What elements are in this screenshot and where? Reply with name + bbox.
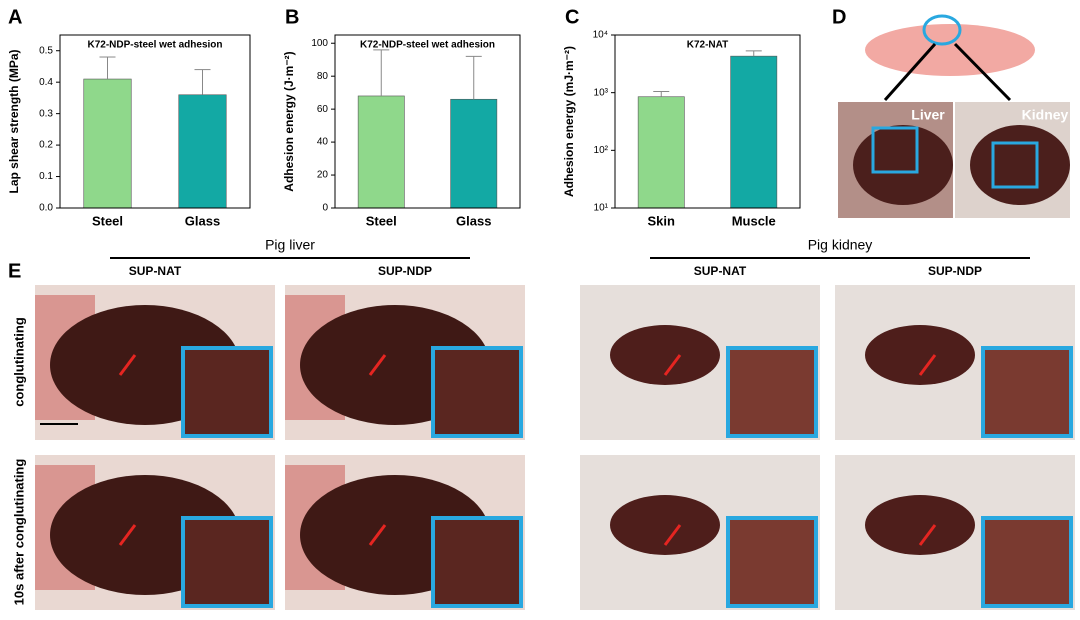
column-label: SUP-NDP — [928, 264, 982, 278]
y-tick-label: 10⁴ — [593, 30, 608, 41]
arrow — [918, 354, 937, 376]
group-title: Pig kidney — [808, 237, 873, 253]
panel-label: A — [8, 6, 22, 28]
plot-frame — [334, 34, 521, 209]
y-tick-label: 20 — [317, 170, 329, 181]
pig-highlight — [922, 14, 962, 46]
plot-frame — [59, 34, 251, 209]
error-bar — [194, 69, 211, 95]
row-label: 10s after conglutinating — [11, 459, 26, 606]
y-tick-label: 0 — [322, 203, 328, 214]
bar — [357, 95, 405, 209]
bar — [450, 98, 498, 209]
organ — [610, 325, 720, 385]
inset-box — [981, 346, 1073, 438]
arrow — [368, 354, 387, 376]
arrow — [663, 354, 682, 376]
organ-label: Liver — [911, 107, 945, 123]
arrow — [883, 43, 937, 101]
x-tick-label: Muscle — [732, 213, 776, 228]
inset-box — [431, 516, 523, 608]
x-tick-label: Glass — [185, 213, 220, 228]
inset-box — [871, 126, 919, 174]
y-tick-label: 10² — [594, 145, 609, 156]
chart-title: K72-NDP-steel wet adhesion — [87, 40, 222, 51]
y-tick-label: 0.5 — [39, 45, 53, 56]
arrow — [918, 524, 937, 546]
error-bar — [653, 90, 670, 97]
panel-label: D — [832, 6, 846, 28]
inset-box — [981, 516, 1073, 608]
y-tick-label: 10¹ — [594, 203, 609, 214]
x-tick-label: Glass — [456, 213, 491, 228]
inset-box — [181, 346, 273, 438]
organ — [610, 495, 720, 555]
y-tick-label: 0.0 — [39, 203, 53, 214]
plot-frame — [614, 34, 801, 209]
inset-box — [726, 346, 818, 438]
organ — [865, 325, 975, 385]
row-label: conglutinating — [11, 317, 26, 407]
error-bar — [99, 56, 116, 80]
chart-title: K72-NAT — [687, 40, 728, 51]
inset-box — [181, 516, 273, 608]
arrow — [953, 42, 1012, 102]
bar — [637, 96, 685, 209]
arrow — [118, 354, 137, 376]
y-tick-label: 100 — [311, 38, 328, 49]
inset-box — [991, 141, 1039, 189]
organ — [865, 495, 975, 555]
organ — [853, 125, 953, 205]
bar — [178, 94, 227, 209]
x-tick-label: Skin — [648, 213, 676, 228]
y-tick-label: 0.4 — [39, 77, 53, 88]
bar — [83, 78, 132, 209]
panel-label: E — [8, 260, 21, 282]
y-tick-label: 0.1 — [39, 171, 53, 182]
group-title: Pig liver — [265, 237, 315, 253]
error-bar — [373, 49, 390, 96]
arrow — [663, 524, 682, 546]
y-tick-label: 60 — [317, 104, 329, 115]
y-axis-label: Adhesion energy (J·m⁻²) — [282, 51, 296, 191]
column-label: SUP-NAT — [694, 264, 747, 278]
x-tick-label: Steel — [366, 213, 397, 228]
y-axis-label: Adhesion energy (mJ·m⁻²) — [562, 46, 576, 197]
panel-label: C — [565, 6, 579, 28]
inset-box — [726, 516, 818, 608]
error-bar — [745, 50, 762, 57]
x-tick-label: Steel — [92, 213, 123, 228]
y-tick-label: 80 — [317, 71, 329, 82]
pig — [865, 24, 1035, 76]
bar — [730, 55, 778, 209]
column-label: SUP-NAT — [129, 264, 182, 278]
y-axis-label: Lap shear strength (MPa) — [7, 49, 21, 193]
error-bar — [465, 55, 482, 100]
inset-box — [431, 346, 523, 438]
y-tick-label: 10³ — [594, 87, 609, 98]
organ-label: Kidney — [1022, 107, 1069, 123]
y-tick-label: 0.3 — [39, 108, 53, 119]
organ — [970, 125, 1070, 205]
column-label: SUP-NDP — [378, 264, 432, 278]
arrow — [118, 524, 137, 546]
chart-title: K72-NDP-steel wet adhesion — [360, 40, 495, 51]
panel-label: B — [285, 6, 299, 28]
y-tick-label: 40 — [317, 137, 329, 148]
arrow — [368, 524, 387, 546]
y-tick-label: 0.2 — [39, 140, 53, 151]
